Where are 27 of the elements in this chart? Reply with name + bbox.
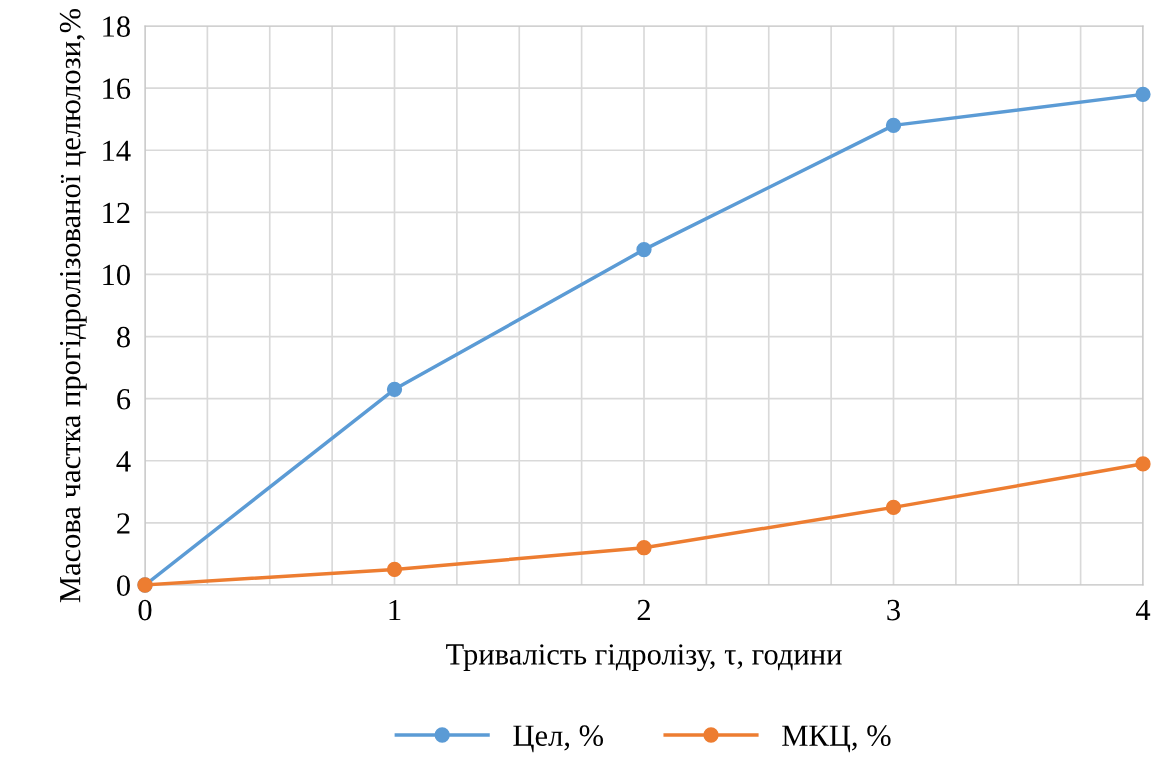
y-axis-title: Масова частка прогідролізованої целюлози,% xyxy=(59,8,87,603)
x-tick-label: 3 xyxy=(887,599,900,621)
legend-label: Цел, % xyxy=(513,725,604,753)
point xyxy=(636,241,652,258)
y-tick-label: 12 xyxy=(103,202,130,223)
point xyxy=(636,540,652,556)
y-tick-label: 10 xyxy=(103,264,130,286)
point xyxy=(1135,456,1151,472)
y-tick-label: 18 xyxy=(103,16,130,37)
legend-label: МКЦ, % xyxy=(782,725,891,753)
y-tick-label: 2 xyxy=(117,513,130,534)
point xyxy=(386,561,403,578)
point xyxy=(885,499,902,516)
x-axis-title: Тривалість гідролізу, τ, години xyxy=(446,644,842,671)
point xyxy=(386,381,403,397)
y-tick-label: 16 xyxy=(103,78,131,100)
x-tick-label: 2 xyxy=(637,599,650,621)
y-tick-label: 0 xyxy=(117,575,130,596)
x-tick-label: 1 xyxy=(389,599,401,621)
y-tick-label: 14 xyxy=(103,140,131,161)
y-tick-label: 4 xyxy=(116,451,131,472)
y-tick-label: 8 xyxy=(117,326,130,348)
x-tick-label: 4 xyxy=(1135,599,1151,621)
y-tick-label: 6 xyxy=(117,389,131,410)
point xyxy=(885,117,902,134)
x-tick-label: 0 xyxy=(138,599,152,621)
point xyxy=(1135,86,1151,102)
